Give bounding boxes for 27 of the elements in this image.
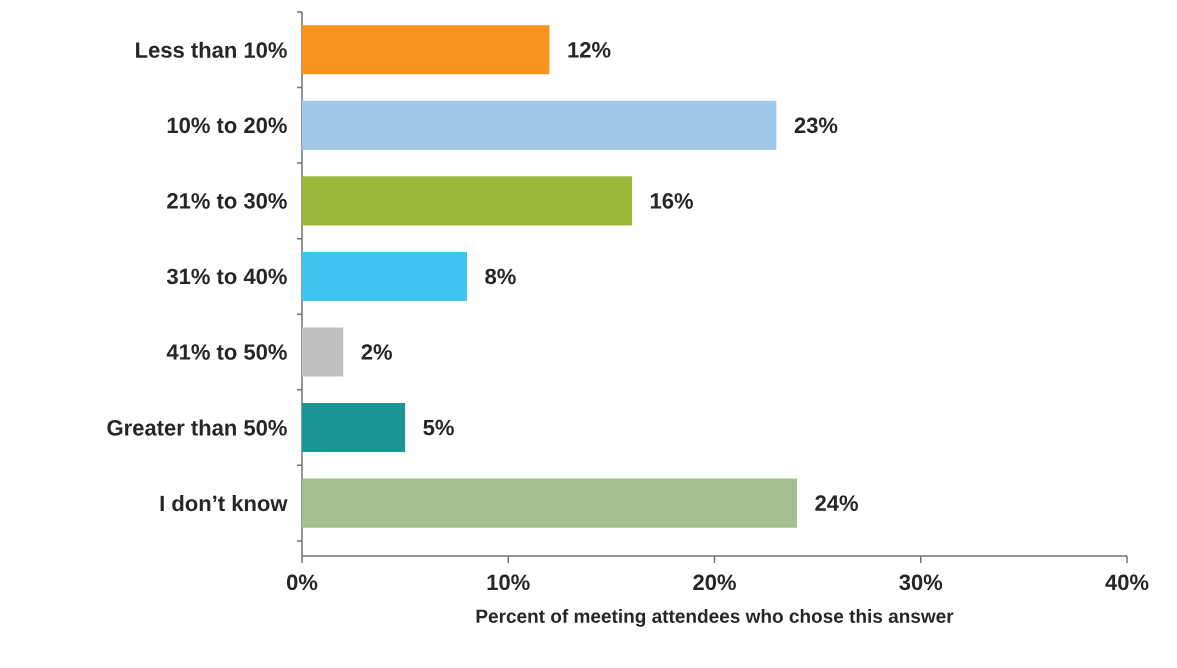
x-axis-title: Percent of meeting attendees who chose this answer — [476, 609, 954, 627]
data-label: 16% — [650, 193, 693, 209]
y-tick-label: 10% to 20% — [167, 117, 287, 134]
y-tick-label: 31% to 40% — [166, 268, 287, 285]
x-tick-label: 0% — [286, 574, 318, 591]
y-tick-label: 21% to 30% — [167, 193, 287, 209]
y-tick-label: Greater than 50% — [107, 419, 287, 436]
x-tick-label: 40% — [1105, 574, 1149, 591]
bar — [302, 100, 777, 150]
bar — [302, 478, 797, 528]
data-label: 12% — [568, 42, 611, 58]
bar — [302, 251, 467, 302]
bar — [302, 25, 550, 75]
bar — [302, 403, 406, 453]
bar — [302, 327, 344, 377]
bar — [302, 176, 632, 226]
data-label: 8% — [485, 268, 516, 285]
x-tick-label: 20% — [693, 574, 736, 591]
data-label: 23% — [794, 117, 838, 134]
y-tick-label: 41% to 50% — [166, 344, 287, 360]
x-tick-label: 30% — [899, 574, 943, 591]
data-label: 5% — [423, 419, 454, 436]
x-tick-label: 10% — [487, 574, 530, 591]
data-label: 24% — [815, 495, 858, 511]
y-tick-label: I don’t know — [160, 495, 288, 512]
y-tick-label: Less than 10% — [136, 41, 287, 58]
data-label: 2% — [361, 344, 392, 360]
